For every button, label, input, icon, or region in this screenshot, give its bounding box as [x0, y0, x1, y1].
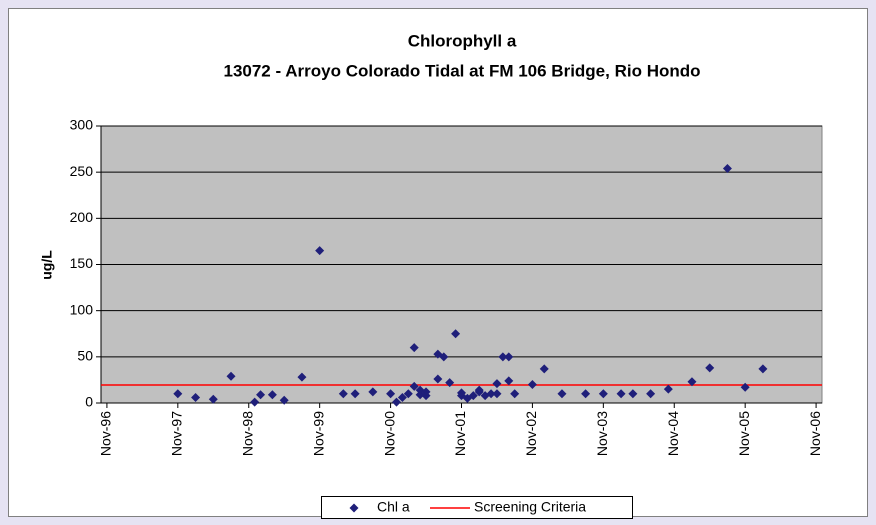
- data-point: [421, 391, 431, 401]
- legend-label: Chl a: [377, 499, 410, 515]
- x-tick-label: Nov-01: [452, 411, 468, 456]
- x-tick-label: Nov-96: [98, 411, 114, 456]
- data-point: [368, 387, 378, 397]
- data-point: [403, 389, 413, 399]
- y-tick-label: 100: [70, 301, 94, 317]
- x-tick-label: Nov-05: [736, 411, 752, 456]
- data-point: [208, 394, 218, 404]
- data-point: [486, 389, 496, 399]
- data-point: [433, 374, 443, 384]
- chart-title: Chlorophyll a: [408, 31, 517, 50]
- data-point: [510, 389, 520, 399]
- data-point: [474, 385, 484, 395]
- data-point: [468, 391, 478, 401]
- data-point: [386, 389, 396, 399]
- data-point: [527, 380, 537, 390]
- data-point: [740, 382, 750, 392]
- data-point: [492, 379, 502, 389]
- data-point: [616, 389, 626, 399]
- data-point: [722, 163, 732, 173]
- data-point: [173, 389, 183, 399]
- data-point: [557, 389, 567, 399]
- data-point: [705, 363, 715, 373]
- x-tick-label: Nov-04: [665, 411, 681, 456]
- legend: [321, 496, 633, 519]
- y-tick-label: 0: [85, 394, 93, 410]
- data-point: [758, 364, 768, 374]
- y-tick-label: 250: [70, 163, 94, 179]
- data-point: [598, 389, 608, 399]
- y-tick-label: 300: [70, 117, 94, 133]
- data-point: [226, 371, 236, 381]
- data-point: [250, 397, 260, 407]
- data-point: [279, 395, 289, 405]
- x-tick-label: Nov-03: [594, 411, 610, 456]
- data-point: [350, 389, 360, 399]
- legend-label: Screening Criteria: [474, 499, 586, 515]
- data-point: [687, 377, 697, 387]
- data-point: [498, 352, 508, 362]
- data-point: [539, 364, 549, 374]
- chart-subtitle: 13072 - Arroyo Colorado Tidal at FM 106 …: [223, 61, 700, 80]
- data-point: [457, 388, 466, 398]
- x-tick-label: Nov-98: [239, 411, 255, 456]
- data-point: [504, 352, 514, 362]
- x-tick-label: Nov-99: [310, 411, 326, 456]
- data-point: [338, 389, 348, 399]
- y-tick-label: 200: [70, 209, 94, 225]
- x-tick-label: Nov-06: [807, 411, 823, 456]
- data-point: [256, 390, 266, 400]
- x-tick-label: Nov-02: [523, 411, 539, 456]
- data-point: [397, 392, 407, 402]
- x-tick-label: Nov-97: [169, 411, 185, 456]
- data-point: [663, 384, 673, 394]
- data-point: [581, 389, 591, 399]
- data-point: [391, 397, 401, 407]
- data-point: [409, 381, 419, 391]
- legend-marker: [349, 503, 359, 513]
- y-tick-label: 150: [70, 255, 94, 271]
- data-point: [191, 392, 201, 402]
- x-tick-label: Nov-00: [381, 411, 397, 456]
- data-point: [297, 372, 307, 382]
- data-point: [409, 343, 419, 353]
- y-tick-label: 50: [77, 348, 93, 364]
- data-point: [451, 329, 461, 339]
- data-point: [267, 390, 277, 400]
- data-point: [504, 376, 514, 386]
- data-point: [315, 246, 325, 256]
- data-point: [646, 389, 656, 399]
- data-point: [628, 389, 638, 399]
- y-axis-label: ug/L: [39, 250, 55, 280]
- data-point: [445, 378, 455, 388]
- data-point: [492, 389, 502, 399]
- data-point: [439, 352, 449, 362]
